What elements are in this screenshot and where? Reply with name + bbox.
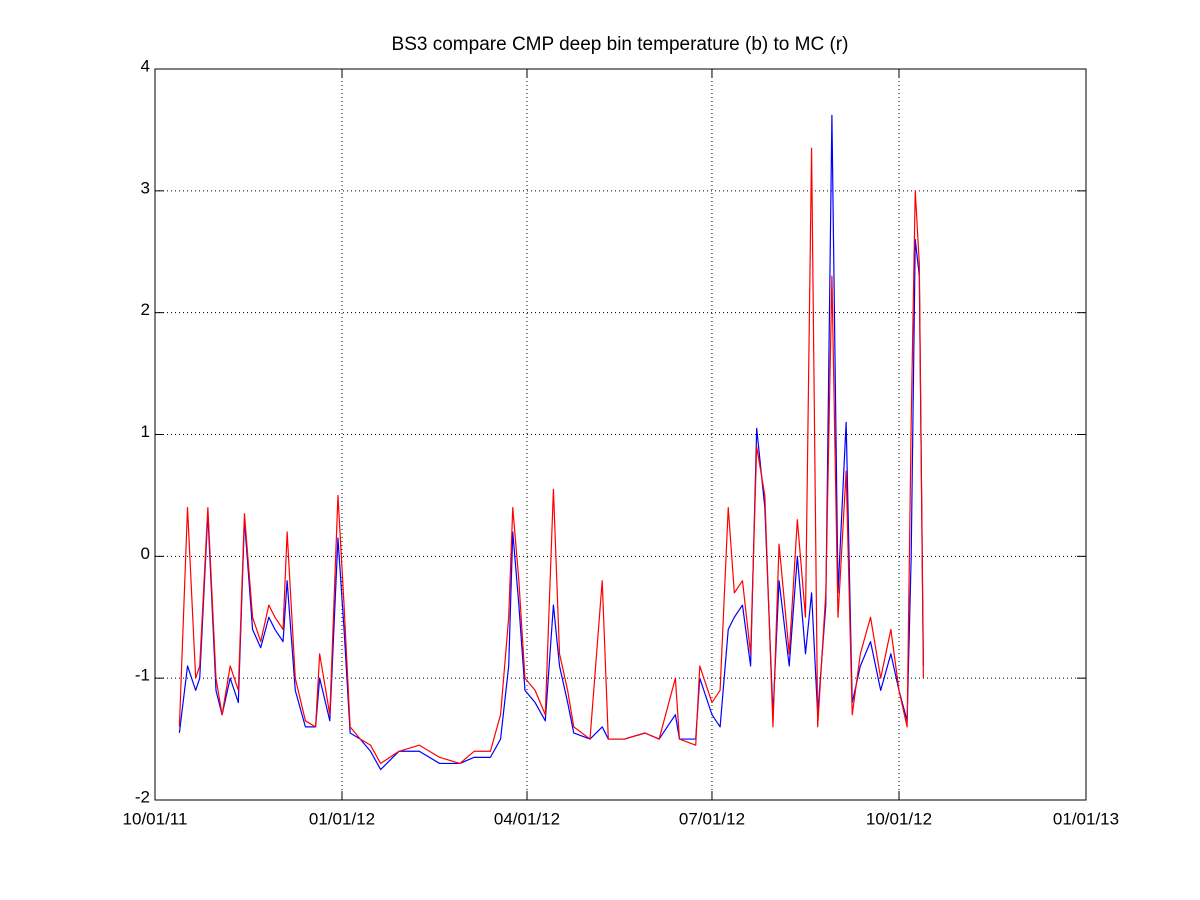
data-line xyxy=(178,147,924,765)
y-tick-label: 0 xyxy=(141,544,150,563)
axes-box xyxy=(154,68,1087,801)
chart-title: BS3 compare CMP deep bin temperature (b)… xyxy=(392,34,849,55)
y-tick-label: 1 xyxy=(141,422,150,441)
x-tick-label: 01/01/12 xyxy=(309,809,375,828)
y-tick-label: 4 xyxy=(141,56,150,75)
y-tick-label: 3 xyxy=(141,178,150,197)
x-tick-label: 04/01/12 xyxy=(494,809,560,828)
y-tick-label: 2 xyxy=(141,300,150,319)
plot-area xyxy=(155,69,1086,800)
x-tick-label: 10/01/12 xyxy=(866,809,932,828)
x-tick-label: 10/01/11 xyxy=(123,809,188,828)
y-tick-label: -1 xyxy=(135,666,150,685)
x-tick-label: 01/01/13 xyxy=(1053,809,1119,828)
y-tick-label: -2 xyxy=(135,787,150,806)
x-tick-label: 07/01/12 xyxy=(679,809,745,828)
